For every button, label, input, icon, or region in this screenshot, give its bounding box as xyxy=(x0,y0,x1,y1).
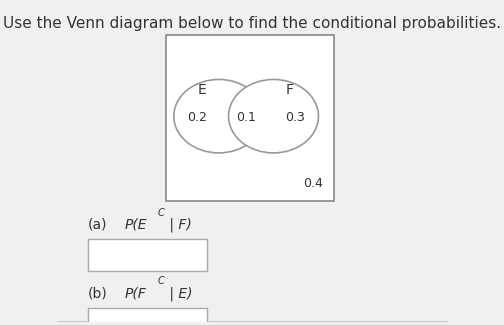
Text: | F): | F) xyxy=(165,217,192,232)
Text: P(E: P(E xyxy=(125,218,148,232)
Text: P(F: P(F xyxy=(125,286,147,301)
Text: 0.3: 0.3 xyxy=(285,111,305,124)
Text: 0.4: 0.4 xyxy=(303,177,323,190)
Bar xyxy=(88,239,207,271)
Text: C: C xyxy=(157,276,164,286)
Circle shape xyxy=(174,79,264,153)
Text: 0.2: 0.2 xyxy=(187,111,207,124)
Text: E: E xyxy=(198,83,207,97)
Text: (b): (b) xyxy=(88,286,107,301)
Text: C: C xyxy=(157,208,164,218)
Bar xyxy=(88,308,207,325)
Bar xyxy=(166,35,334,201)
Text: F: F xyxy=(286,83,294,97)
Text: 0.1: 0.1 xyxy=(236,111,256,124)
Text: (a): (a) xyxy=(88,218,107,232)
Text: | E): | E) xyxy=(165,286,193,301)
Text: Use the Venn diagram below to find the conditional probabilities.: Use the Venn diagram below to find the c… xyxy=(3,16,501,31)
Circle shape xyxy=(228,79,319,153)
